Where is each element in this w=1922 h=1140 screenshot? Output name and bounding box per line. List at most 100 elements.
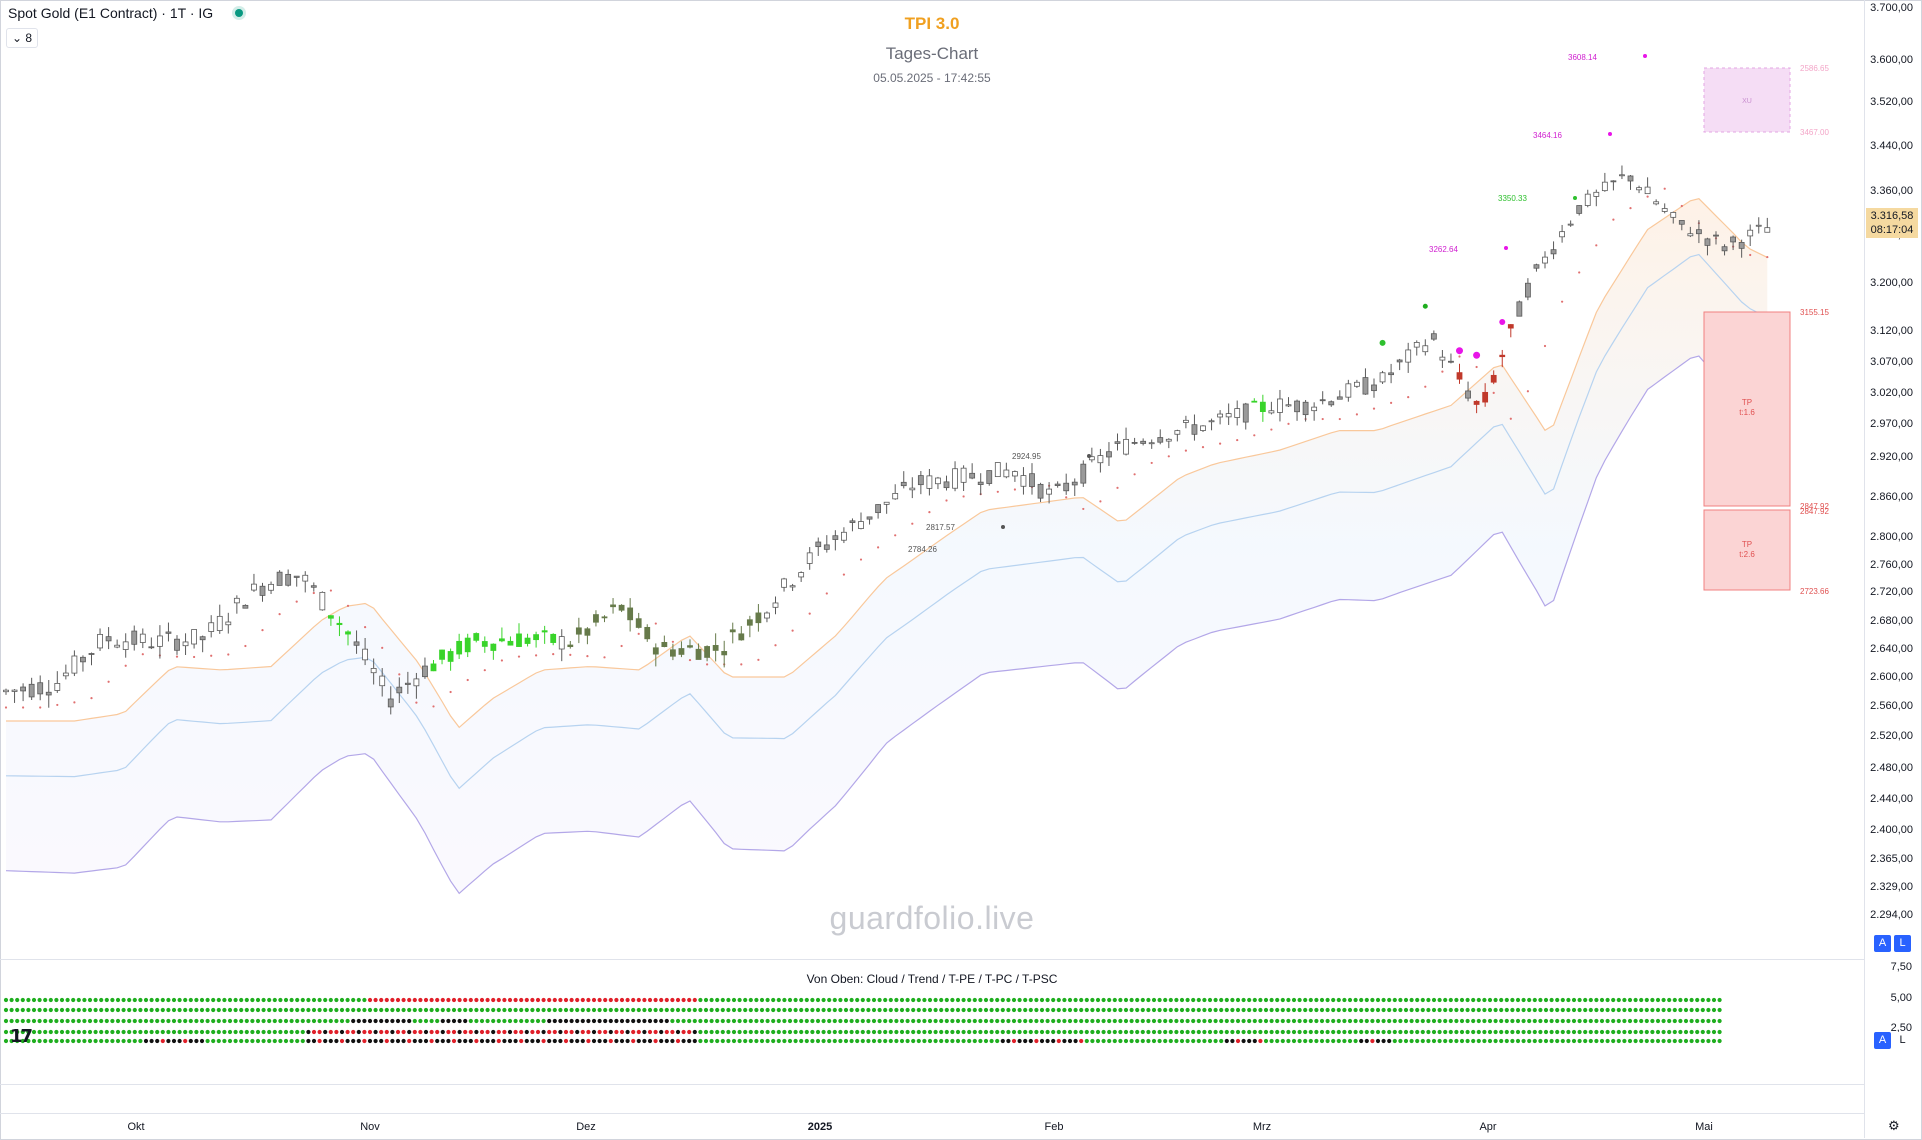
price-chart[interactable]: XU 2586.65 3467.00 TP t:1.6 TP t:2.6 315… [0,0,1864,960]
indicator-dot [1140,997,1145,1003]
symbol-title[interactable]: Spot Gold (E1 Contract) · 1T · IG [8,5,214,21]
indicator-log-scale-button[interactable]: L [1894,1032,1911,1049]
indicator-dot [1314,1007,1319,1013]
tp-level-3: 2847.92 [1800,507,1829,516]
indicator-dot [149,1029,154,1035]
indicator-dot [194,1018,199,1024]
indicator-dot [1527,1018,1532,1024]
candle-body [558,636,565,650]
indicator-dot [659,1007,664,1013]
candle-body [1456,372,1463,380]
indicator-dot [731,997,737,1003]
candle-body [191,629,198,645]
price-tick: 3.440,00 [1870,140,1913,152]
indicator-dot [1219,997,1224,1003]
indicator-dot [1487,1007,1493,1013]
indicator-dot [1051,1007,1056,1013]
indicator-dot [507,997,513,1003]
indicator-dot [356,1007,361,1013]
indicator-dot [715,1018,720,1024]
indicator-dot [451,997,457,1003]
indicator-dot [995,1029,1000,1035]
indicator-dot [1342,1029,1347,1035]
candle-body [259,585,266,596]
indicator-dot [1667,1007,1672,1013]
indicator-dots-pane[interactable] [0,990,1864,1050]
candle-body [644,626,651,640]
indicator-dot [681,1029,686,1035]
indicator-dot [603,997,608,1003]
indicator-dot [619,1007,625,1013]
indicator-dot [832,1038,837,1044]
indicator-dot [351,1038,356,1044]
trailing-stop-dots [4,187,1769,709]
indicator-dot [1622,1018,1627,1024]
indicator-dot [1157,1018,1162,1024]
indicator-dot [1107,997,1112,1003]
indicator-dot [194,1007,199,1013]
indicator-dot [603,1018,608,1024]
auto-scale-button[interactable]: A [1874,935,1891,952]
indicator-dot [267,1029,272,1035]
indicator-dot [1381,1018,1386,1024]
trail-dot [312,591,315,595]
indicator-dot [300,1007,305,1013]
indicator-dot [244,1007,249,1013]
indicator-dot [468,1038,473,1044]
indicator-dot [115,1018,121,1024]
indicator-dot [306,1007,311,1013]
indicator-dot [1084,1018,1089,1024]
pane-separator[interactable] [0,959,1864,960]
indicator-dot [20,1029,25,1035]
indicator-dot [177,1018,182,1024]
price-axis[interactable]: 3.700,00 3.600,00 3.520,00 3.440,00 3.360,00… [1864,0,1921,1138]
candle-body [567,644,574,648]
indicator-dot [1241,1038,1246,1044]
indicator-dot [1683,1007,1689,1013]
indicator-dot [1560,1029,1565,1035]
indicator-auto-scale-button[interactable]: A [1874,1032,1891,1049]
indicator-dot [552,1018,557,1024]
indicator-dot [468,997,473,1003]
log-scale-button[interactable]: L [1894,935,1911,952]
indicator-dot [283,1007,289,1013]
indicator-dot [911,1018,916,1024]
indicator-dot [1398,1007,1403,1013]
collapse-indicators-button[interactable]: ⌄ 8 [6,28,38,48]
indicator-dot [1241,1029,1246,1035]
indicator-dot [1112,1018,1117,1024]
tradingview-logo[interactable]: 17 [10,1026,33,1047]
candle-body [721,651,728,656]
indicator-dot [188,1029,193,1035]
indicator-dot [1364,1038,1369,1044]
indicator-dot [832,1018,837,1024]
indicator-dot [899,1018,905,1024]
indicator-dot [440,1007,445,1013]
pane-separator[interactable] [0,1084,1864,1085]
indicator-dot [1370,997,1375,1003]
indicator-dot [1465,1007,1470,1013]
indicator-pane-title: Von Oben: Cloud / Trend / T-PE / T-PC / … [806,972,1058,986]
price-tick: 2.329,00 [1870,881,1913,893]
indicator-dot [692,1029,697,1035]
indicator-dot [446,1038,451,1044]
trail-dot [911,522,914,525]
indicator-dot [474,1007,479,1013]
indicator-dot [1381,1038,1386,1044]
indicator-dot [877,1007,882,1013]
indicator-dot [1191,1038,1196,1044]
candle-body [1576,205,1583,214]
indicator-dot [675,1029,681,1035]
indicator-dot [1095,1018,1101,1024]
indicator-dot [233,997,238,1003]
time-axis[interactable]: Okt Nov Dez 2025 Feb Mrz Apr Mai [0,1113,1864,1139]
candle-body [122,641,129,650]
indicator-dot [412,1038,417,1044]
indicator-dot [1107,1007,1112,1013]
indicator-dot [1392,1029,1397,1035]
settings-gear-icon[interactable]: ⚙ [1888,1118,1900,1133]
trail-dot [1578,271,1581,274]
indicator-dot [1515,997,1521,1003]
indicator-dot [37,1038,42,1044]
indicator-dot [765,1038,770,1044]
